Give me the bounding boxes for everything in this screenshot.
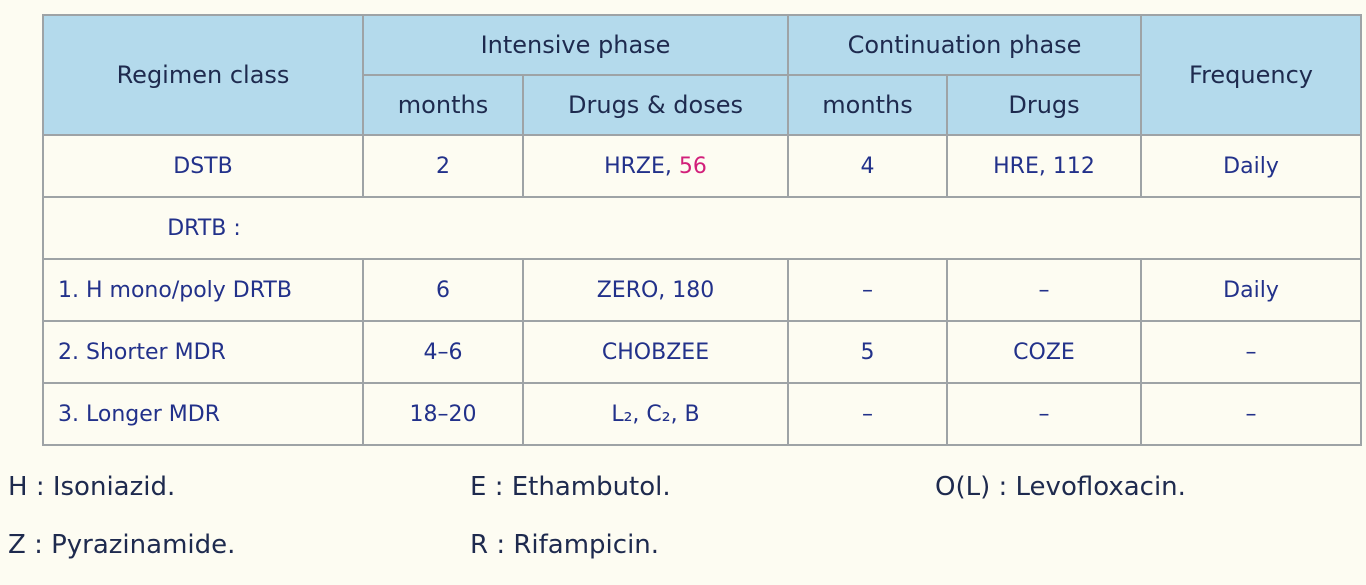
header-cell: Continuation phase: [786, 14, 1143, 76]
cell-text: CHOBZEE: [601, 339, 710, 365]
header-cell: Drugs & doses: [522, 74, 789, 136]
table-cell: Daily: [1140, 134, 1363, 198]
cell-text: 2. Shorter MDR: [58, 339, 226, 365]
cell-text: ZERO, 180: [596, 277, 715, 303]
cell-text: –: [1245, 339, 1257, 365]
cell-text: 5: [860, 339, 875, 365]
cell-text: 4: [860, 153, 875, 179]
cell-text: 3. Longer MDR: [58, 401, 221, 427]
legend-item: O(L) : Levofloxacin.: [935, 472, 1186, 502]
section-cell: DRTB :: [41, 196, 1363, 260]
legend-item: H : Isoniazid.: [8, 472, 176, 502]
header-cell: months: [787, 74, 948, 136]
legend-row: Z : Pyrazinamide. R : Rifampicin.: [8, 530, 1358, 560]
cell-text: Daily: [1223, 277, 1279, 303]
cell-text: L₂, C₂, B: [611, 401, 700, 427]
table-cell: ZERO, 180: [522, 258, 789, 322]
header-cell: Frequency: [1140, 14, 1363, 136]
table-cell: HRZE, 56: [522, 134, 789, 198]
cell-highlight: 56: [678, 153, 707, 179]
section-label: DRTB :: [167, 215, 241, 241]
cell-text: –: [862, 277, 873, 303]
table-cell: DSTB: [42, 134, 364, 198]
table-row: 3. Longer MDR 18–20 L₂, C₂, B – – –: [42, 382, 1363, 446]
table-cell: 6: [362, 258, 524, 322]
table-cell: –: [945, 258, 1143, 322]
table-cell: L₂, C₂, B: [522, 382, 789, 446]
table-cell: 1. H mono/poly DRTB: [42, 258, 364, 322]
table-cell: 4–6: [362, 320, 524, 384]
cell-text: DSTB: [173, 153, 233, 179]
table-cell: –: [787, 382, 948, 446]
table-row: 1. H mono/poly DRTB 6 ZERO, 180 – – Daily: [42, 258, 1363, 322]
cell-text: 18–20: [409, 401, 477, 427]
cell-text: COZE: [1013, 339, 1075, 365]
header-cell: Regimen class: [42, 14, 364, 136]
legend-row: H : Isoniazid. E : Ethambutol. O(L) : Levo…: [8, 472, 1358, 502]
regimen-table: Regimen class Intensive phase Continuati…: [41, 14, 1363, 446]
table-cell: 18–20: [362, 382, 524, 446]
table-body: DSTB 2 HRZE, 56 4 HRE, 112 Daily DRTB :1. H mo…: [41, 134, 1363, 446]
table-cell: 3. Longer MDR: [42, 382, 364, 446]
cell-text: –: [1038, 401, 1050, 427]
header-cell: Intensive phase: [362, 14, 789, 76]
table-row: DRTB :: [41, 196, 1363, 260]
table-cell: –: [1140, 320, 1363, 384]
header-row: months Drugs & doses months Drugs: [43, 74, 1361, 136]
table-cell: 2: [362, 134, 524, 198]
cell-text: 4–6: [423, 339, 463, 365]
cell-text: –: [1245, 401, 1257, 427]
cell-text: 2: [436, 153, 450, 179]
table-cell: –: [1140, 382, 1363, 446]
cell-text: 6: [436, 277, 450, 303]
table-row: 2. Shorter MDR 4–6 CHOBZEE 5 COZE –: [42, 320, 1363, 384]
cell-text: Daily: [1223, 153, 1279, 179]
table-cell: 2. Shorter MDR: [42, 320, 364, 384]
table-row: DSTB 2 HRZE, 56 4 HRE, 112 Daily: [42, 134, 1363, 198]
table-header: Regimen class Intensive phase Continuati…: [42, 14, 1363, 136]
table-cell: CHOBZEE: [522, 320, 789, 384]
header-cell: months: [362, 74, 524, 136]
table-cell: Daily: [1140, 258, 1363, 322]
cell-text: 1. H mono/poly DRTB: [58, 277, 292, 303]
legend-item: E : Ethambutol.: [470, 472, 671, 502]
cell-text: –: [862, 401, 873, 427]
table-cell: –: [787, 258, 948, 322]
table-cell: 4: [787, 134, 948, 198]
table-cell: 5: [787, 320, 948, 384]
header-row: Regimen class Intensive phase Continuati…: [42, 14, 1363, 136]
cell-text: –: [1038, 277, 1050, 303]
header-cell: Drugs: [945, 74, 1143, 136]
legend-item: Z : Pyrazinamide.: [8, 530, 236, 560]
cell-text: HRZE,: [604, 153, 672, 179]
table-cell: HRE, 112: [945, 134, 1143, 198]
legend-item: R : Rifampicin.: [470, 530, 660, 560]
cell-text: HRE, 112: [993, 153, 1095, 179]
table-cell: –: [945, 382, 1143, 446]
table-cell: COZE: [945, 320, 1143, 384]
